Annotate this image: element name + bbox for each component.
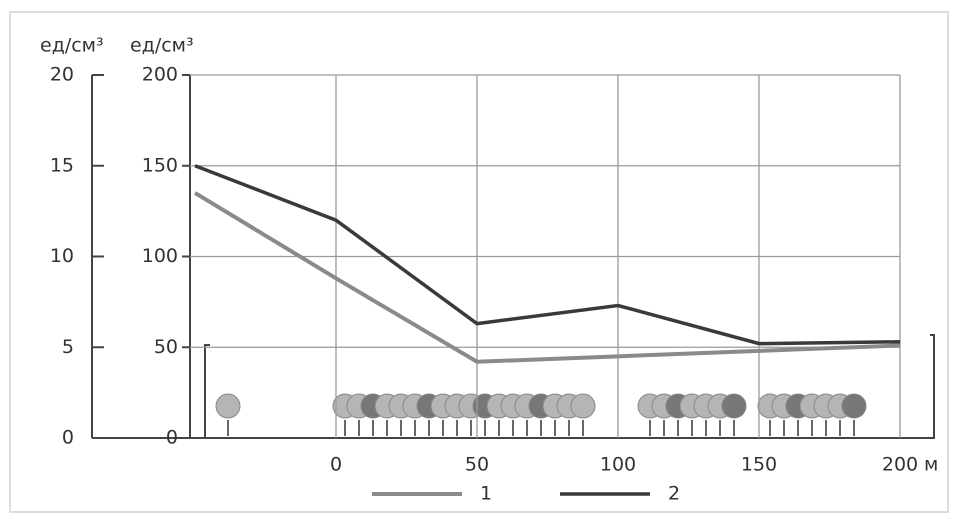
tree-crown xyxy=(571,394,595,418)
x-tick-label: 150 xyxy=(741,454,777,476)
x-axis-label: м xyxy=(924,454,938,476)
legend-label: 2 xyxy=(668,483,680,505)
tree-crown xyxy=(722,394,746,418)
y2-axis-label: ед/см³ xyxy=(40,35,104,57)
x-tick-label: 0 xyxy=(330,454,342,476)
y-tick-label: 100 xyxy=(142,245,178,267)
y2-tick-label: 5 xyxy=(62,336,74,358)
y2-tick-label: 15 xyxy=(50,154,74,176)
y-tick-label: 0 xyxy=(166,427,178,449)
y-tick-label: 50 xyxy=(154,336,178,358)
tree-crown xyxy=(842,394,866,418)
chart: ед/см³ ед/см³ 05010015020005101520050100… xyxy=(0,0,960,522)
x-tick-label: 100 xyxy=(600,454,636,476)
x-tick-label: 50 xyxy=(465,454,489,476)
y-tick-label: 150 xyxy=(142,154,178,176)
y2-tick-label: 0 xyxy=(62,427,74,449)
x-tick-label: 200 xyxy=(882,454,918,476)
y-axis-label: ед/см³ xyxy=(130,35,194,57)
y-tick-label: 200 xyxy=(142,64,178,86)
tree-crown xyxy=(216,394,240,418)
y2-tick-label: 20 xyxy=(50,64,74,86)
y2-tick-label: 10 xyxy=(50,245,74,267)
legend-label: 1 xyxy=(480,483,492,505)
